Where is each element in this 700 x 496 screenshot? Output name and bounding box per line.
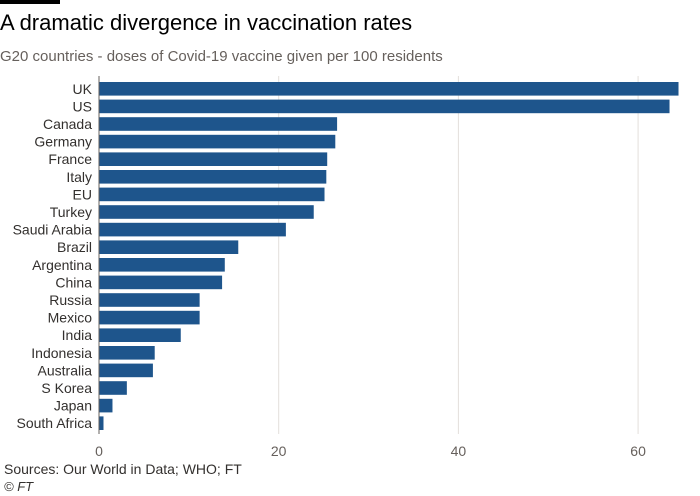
bar-australia	[99, 363, 153, 378]
x-tick-label-20: 20	[271, 443, 287, 459]
category-label-germany: Germany	[34, 134, 92, 150]
bar-canada	[99, 117, 338, 131]
bar-s-korea	[99, 381, 127, 395]
category-label-japan: Japan	[54, 398, 92, 414]
category-label-us: US	[73, 98, 92, 114]
bar-south-africa	[99, 416, 104, 430]
category-label-s-korea: S Korea	[41, 380, 92, 396]
category-label-france: France	[48, 151, 92, 167]
category-label-eu: EU	[73, 186, 92, 202]
category-label-uk: UK	[73, 81, 93, 97]
bar-uk	[99, 82, 679, 96]
bar-indonesia	[99, 346, 155, 360]
bar-japan	[99, 398, 113, 413]
category-label-brazil: Brazil	[57, 239, 92, 255]
category-label-australia: Australia	[38, 362, 93, 378]
category-label-india: India	[62, 327, 93, 343]
chart-title: A dramatic divergence in vaccination rat…	[0, 10, 413, 35]
source-note: Sources: Our World in Data; WHO; FT	[4, 461, 242, 477]
x-tick-label-60: 60	[630, 443, 646, 459]
category-label-russia: Russia	[49, 292, 92, 308]
bar-us	[99, 99, 670, 114]
bar-turkey	[99, 205, 314, 219]
bar-mexico	[99, 310, 200, 325]
category-label-canada: Canada	[43, 116, 92, 132]
category-label-italy: Italy	[66, 169, 92, 185]
category-label-china: China	[55, 274, 92, 290]
bar-russia	[99, 293, 200, 307]
chart-subtitle: G20 countries - doses of Covid-19 vaccin…	[0, 48, 443, 65]
bar-france	[99, 152, 328, 166]
bar-argentina	[99, 258, 225, 272]
category-label-mexico: Mexico	[48, 310, 93, 326]
x-tick-label-40: 40	[451, 443, 467, 459]
copyright-note: © FT	[4, 479, 34, 494]
bar-italy	[99, 170, 327, 184]
header-accent-bar	[0, 0, 60, 4]
bar-germany	[99, 134, 336, 149]
category-label-indonesia: Indonesia	[31, 345, 92, 361]
category-label-argentina: Argentina	[32, 257, 92, 273]
bar-eu	[99, 187, 325, 202]
category-label-turkey: Turkey	[50, 204, 92, 220]
x-tick-label-0: 0	[95, 443, 103, 459]
category-label-south-africa: South Africa	[17, 415, 93, 431]
bar-india	[99, 328, 181, 342]
bar-brazil	[99, 240, 239, 254]
bar-saudi-arabia	[99, 222, 286, 237]
bar-china	[99, 275, 223, 290]
category-label-saudi-arabia: Saudi Arabia	[13, 222, 93, 238]
